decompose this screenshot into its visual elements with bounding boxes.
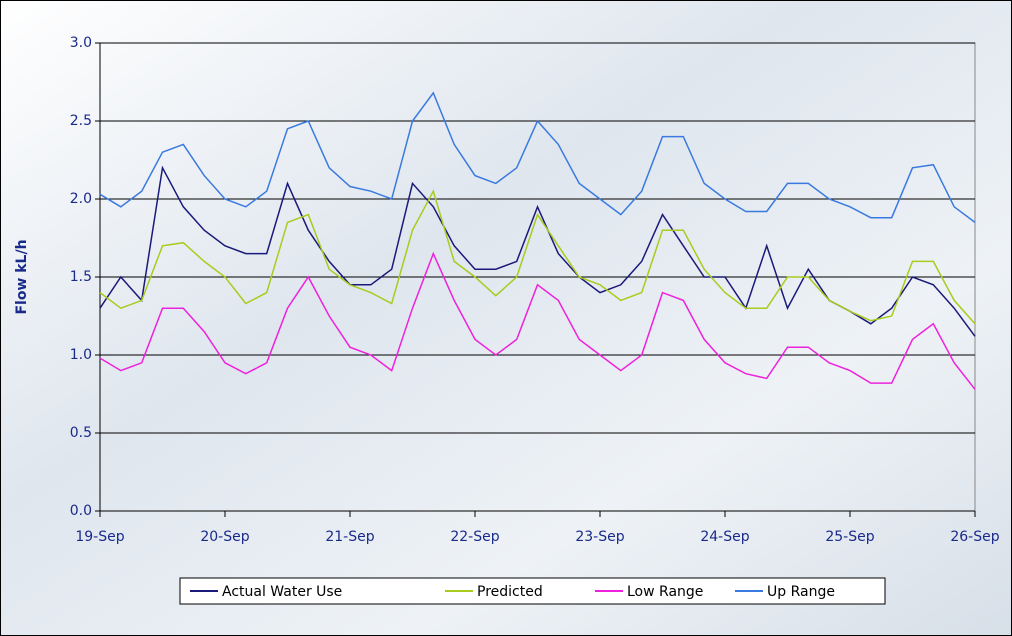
y-tick-label: 1.5 [70,269,92,285]
y-tick-label: 2.0 [70,191,92,207]
y-tick-label: 0.0 [70,503,92,519]
y-axis-label: Flow kL/h [14,239,30,314]
x-tick-label: 19-Sep [75,529,124,545]
x-tick-label: 25-Sep [825,529,874,545]
y-tick-label: 2.5 [70,113,92,129]
x-tick-label: 23-Sep [575,529,624,545]
x-tick-label: 24-Sep [700,529,749,545]
legend-label: Actual Water Use [222,584,342,600]
x-tick-label: 21-Sep [325,529,374,545]
x-tick-label: 26-Sep [950,529,999,545]
chart: Flow kL/h Actual Water Use Predicted Low R… [0,0,1012,636]
legend-label: Up Range [767,584,835,600]
legend-label: Low Range [627,584,703,600]
y-tick-label: 0.5 [70,425,92,441]
x-tick-label: 20-Sep [200,529,249,545]
y-tick-label: 1.0 [70,347,92,363]
y-tick-label: 3.0 [70,35,92,51]
x-tick-label: 22-Sep [450,529,499,545]
legend-label: Predicted [477,584,543,600]
legend: Actual Water Use Predicted Low Range Up Ran… [180,578,885,604]
